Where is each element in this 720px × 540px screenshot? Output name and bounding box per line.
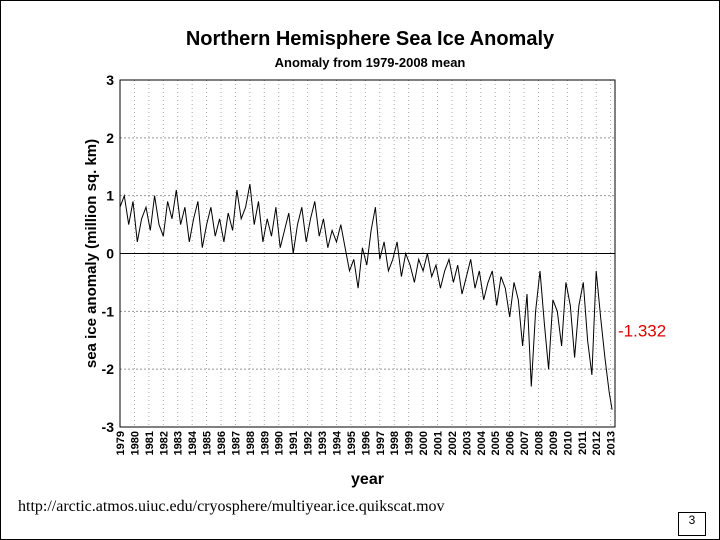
x-tick-label: 1979: [115, 431, 127, 455]
last-value-label: -1.332: [618, 322, 666, 341]
y-tick-label: -1: [102, 303, 115, 319]
x-tick-label: 2004: [476, 430, 488, 455]
x-tick-label: 2002: [447, 431, 459, 455]
x-axis-label: year: [351, 471, 384, 488]
x-tick-label: 2007: [519, 431, 531, 455]
y-tick-label: 0: [106, 246, 114, 262]
x-tick-label: 1993: [317, 431, 329, 455]
x-tick-label: 2009: [548, 431, 560, 455]
x-tick-label: 2001: [432, 431, 444, 455]
chart-subtitle: Anomaly from 1979-2008 mean: [274, 55, 466, 70]
x-tick-label: 1996: [360, 431, 372, 455]
x-tick-label: 1987: [230, 431, 242, 455]
x-tick-label: 1999: [404, 431, 416, 455]
y-tick-label: 3: [106, 72, 114, 88]
x-tick-label: 1980: [129, 431, 141, 455]
slide-number: 3: [678, 512, 706, 536]
x-tick-label: 1982: [158, 431, 170, 455]
x-tick-label: 1992: [303, 431, 315, 455]
x-tick-label: 1985: [202, 431, 214, 455]
x-tick-label: 2006: [505, 431, 517, 455]
series-line: [119, 184, 613, 410]
x-tick-label: 1997: [375, 431, 387, 455]
x-tick-label: 1990: [274, 431, 286, 455]
x-tick-label: 1995: [346, 431, 358, 455]
y-tick-label: 1: [106, 188, 114, 204]
x-tick-label: 2003: [461, 431, 473, 455]
y-tick-label: -2: [102, 361, 115, 377]
x-tick-label: 2010: [562, 431, 574, 455]
x-tick-label: 1998: [389, 431, 401, 455]
x-tick-label: 2011: [577, 431, 589, 455]
source-url[interactable]: http://arctic.atmos.uiuc.edu/cryosphere/…: [18, 498, 445, 515]
x-tick-label: 2008: [534, 431, 546, 455]
y-tick-label: 2: [106, 130, 114, 146]
x-tick-label: 2000: [418, 431, 430, 455]
x-tick-label: 1989: [259, 431, 271, 455]
x-tick-label: 1984: [187, 430, 199, 455]
y-axis-label: sea ice anomaly (million sq. km): [83, 139, 100, 368]
x-tick-label: 1988: [245, 431, 257, 455]
chart-title: Northern Hemisphere Sea Ice Anomaly: [185, 28, 555, 50]
plot-area-frame: [119, 79, 616, 428]
x-tick-label: 2012: [591, 431, 603, 455]
x-tick-label: 1994: [331, 430, 343, 455]
x-tick-label: 1991: [288, 431, 300, 455]
x-tick-label: 1983: [173, 431, 185, 455]
x-tick-label: 1986: [216, 431, 228, 455]
x-tick-label: 2013: [606, 431, 618, 455]
x-tick-label: 2005: [490, 431, 502, 455]
x-tick-label: 1981: [144, 431, 156, 455]
y-tick-label: -3: [102, 419, 115, 435]
